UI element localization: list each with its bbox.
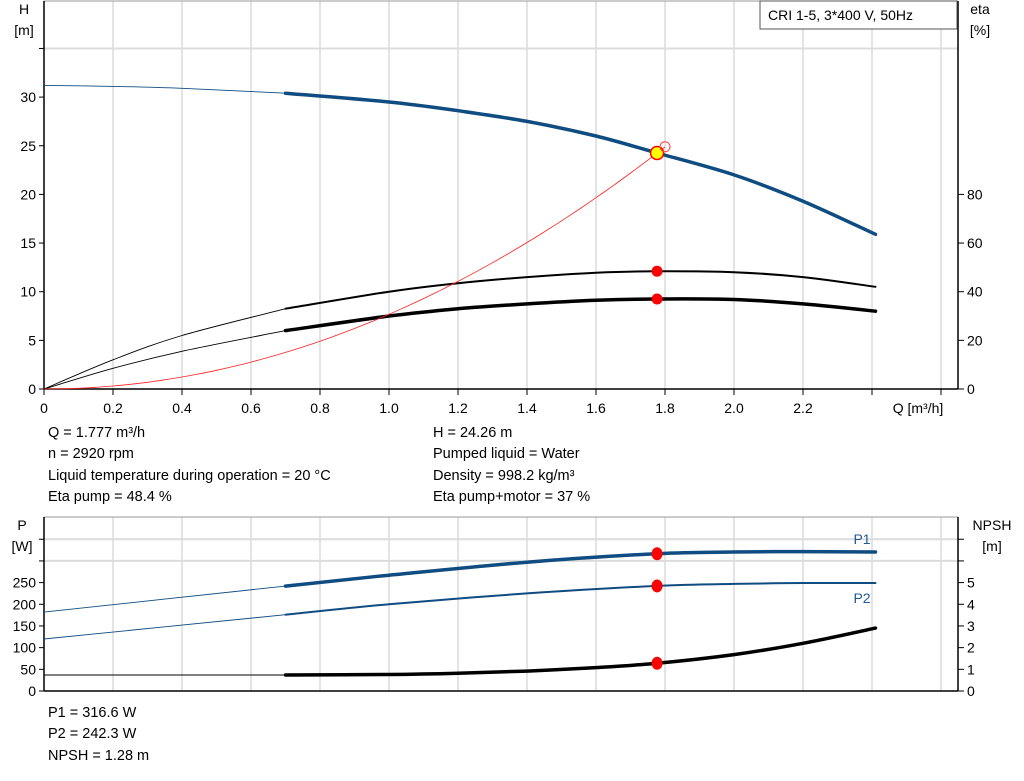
info-temperature: Liquid temperature during operation = 20… bbox=[48, 467, 331, 484]
y-tick-label-right: 0 bbox=[967, 683, 975, 699]
x-tick-label: 0.2 bbox=[103, 400, 123, 416]
info-eta-pump: Eta pump = 48.4 % bbox=[48, 488, 172, 505]
x-tick-label: 1.2 bbox=[448, 400, 468, 416]
x-tick-label: 0.8 bbox=[310, 400, 330, 416]
x-tick-label: 0.6 bbox=[241, 400, 261, 416]
y-tick-label-left: 50 bbox=[20, 661, 36, 677]
y-tick-label-left: 20 bbox=[20, 186, 36, 202]
y-tick-label-right: 1 bbox=[967, 661, 975, 677]
duty-point bbox=[651, 547, 663, 561]
y-tick-label-left: 30 bbox=[20, 89, 36, 105]
info-speed: n = 2920 rpm bbox=[48, 446, 134, 463]
curve-system-curve bbox=[43, 146, 666, 390]
info-p2: P2 = 242.3 W bbox=[48, 726, 137, 743]
curve-p2-extrapolated bbox=[43, 614, 286, 640]
x-axis-title: Q [m³/h] bbox=[893, 400, 944, 416]
curve-p1 bbox=[283, 549, 878, 588]
y-tick-label-right: 60 bbox=[967, 235, 983, 251]
x-tick-label: 2.0 bbox=[724, 400, 744, 416]
y-tick-label-right: 3 bbox=[967, 618, 975, 634]
curve-eta-pump bbox=[284, 270, 877, 310]
y-tick-label-right: 80 bbox=[967, 186, 983, 202]
info-eta-pump-motor: Eta pump+motor = 37 % bbox=[433, 488, 591, 505]
x-tick-label: 2.2 bbox=[793, 400, 813, 416]
info-top-left: Q = 1.777 m³/h n = 2920 rpm Liquid tempe… bbox=[48, 423, 331, 508]
info-npsh: NPSH = 1.28 m bbox=[48, 747, 150, 764]
y-tick-label-left: 150 bbox=[13, 618, 37, 634]
y-tick-label-right: 20 bbox=[967, 332, 983, 348]
x-tick-label: 0 bbox=[40, 400, 48, 416]
system-curve-end-marker bbox=[659, 141, 671, 153]
y-tick-label-left: 200 bbox=[13, 596, 37, 612]
y-tick-label-left: 15 bbox=[20, 235, 36, 251]
y-tick-label-right: 2 bbox=[967, 640, 975, 656]
y-tick-label-left: 0 bbox=[28, 381, 36, 397]
duty-point bbox=[651, 293, 663, 305]
y-tick-label-left: 5 bbox=[28, 332, 36, 348]
curve-p2 bbox=[284, 581, 877, 616]
y-tick-label-left: 10 bbox=[20, 284, 36, 300]
y-tick-label-right: 4 bbox=[967, 596, 975, 612]
y-tick-label-left: 25 bbox=[20, 138, 36, 154]
model-legend-text: CRI 1-5, 3*400 V, 50Hz bbox=[768, 7, 913, 23]
duty-point bbox=[651, 265, 663, 277]
y-axis-unit-left: [W] bbox=[12, 538, 33, 554]
model-legend-box bbox=[759, 0, 958, 30]
info-top-right: H = 24.26 m Pumped liquid = Water Densit… bbox=[433, 423, 590, 508]
x-tick-label: 1.8 bbox=[655, 400, 675, 416]
info-flow: Q = 1.777 m³/h bbox=[48, 425, 146, 441]
y-axis-unit-right: [%] bbox=[970, 22, 990, 38]
y-axis-title-left: H bbox=[19, 1, 29, 17]
y-axis-title-left: P bbox=[17, 517, 26, 533]
curve-eta-pump-motor-extrapolated bbox=[43, 330, 286, 390]
info-bottom: P1 = 316.6 W P2 = 242.3 W NPSH = 1.28 m bbox=[48, 703, 149, 767]
y-tick-label-right: 40 bbox=[967, 284, 983, 300]
x-tick-label: 0.4 bbox=[172, 400, 192, 416]
y-axis-unit-left: [m] bbox=[14, 22, 33, 38]
info-density: Density = 998.2 kg/m³ bbox=[433, 467, 575, 484]
info-head: H = 24.26 m bbox=[433, 425, 513, 441]
x-tick-label: 1.4 bbox=[517, 400, 537, 416]
duty-point bbox=[651, 579, 663, 593]
duty-point bbox=[651, 656, 663, 670]
y-tick-label-right: 5 bbox=[967, 575, 975, 591]
y-tick-label-right: 0 bbox=[967, 381, 975, 397]
curve-head-extrapolated bbox=[43, 84, 286, 94]
y-tick-label-left: 250 bbox=[13, 575, 37, 591]
curve-eta-pump-extrapolated bbox=[43, 308, 286, 390]
series-label-p1: P1 bbox=[853, 531, 870, 547]
curve-head bbox=[283, 91, 878, 237]
y-tick-label-left: 100 bbox=[13, 640, 37, 656]
x-tick-label: 1.6 bbox=[586, 400, 606, 416]
series-label-p2: P2 bbox=[853, 590, 870, 606]
duty-point bbox=[649, 145, 665, 161]
y-axis-unit-right: [m] bbox=[982, 538, 1001, 554]
y-axis-title-right: eta bbox=[970, 1, 990, 17]
y-axis-title-right: NPSH bbox=[973, 517, 1012, 533]
info-liquid: Pumped liquid = Water bbox=[433, 446, 580, 463]
curve-npsh bbox=[283, 626, 878, 677]
info-p1: P1 = 316.6 W bbox=[48, 705, 137, 721]
x-tick-label: 1.0 bbox=[379, 400, 399, 416]
curve-eta-pump-motor bbox=[283, 297, 878, 333]
curve-p1-extrapolated bbox=[43, 585, 286, 613]
y-tick-label-left: 0 bbox=[28, 683, 36, 699]
